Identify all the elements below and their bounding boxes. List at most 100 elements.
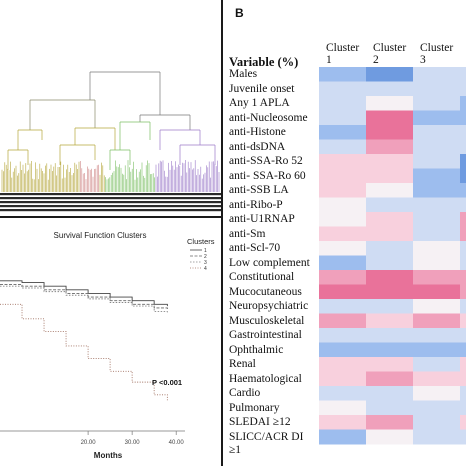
heatmap-cell <box>319 400 366 416</box>
dendrogram-leaves <box>1 160 220 192</box>
variable-label: anti-Ribo-P <box>229 198 283 211</box>
variable-label: anti-Histone <box>229 126 286 138</box>
variable-label: Renal <box>229 358 256 370</box>
heatmap-cell <box>460 255 466 271</box>
legend-entry: 3 <box>204 260 207 266</box>
panel-letter: B <box>235 6 244 20</box>
heatmap-cell <box>319 270 366 285</box>
x-tick-label: 30.00 <box>125 440 141 446</box>
variable-label: anti-U1RNAP <box>229 213 295 225</box>
heatmap <box>319 67 466 445</box>
heatmap-cell <box>319 342 366 358</box>
heatmap-cell <box>366 371 413 387</box>
heatmap-cell <box>460 67 466 82</box>
heatmap-cell <box>366 81 413 97</box>
heatmap-cell <box>413 241 460 256</box>
heatmap-cell <box>460 212 466 227</box>
variable-label: Ophthalmic <box>229 343 284 356</box>
heatmap-cell <box>366 226 413 242</box>
survival-plot: Survival Function Clusters Clusters 1234… <box>0 231 215 460</box>
heatmap-cell <box>366 357 413 372</box>
heatmap-cell <box>460 270 466 285</box>
heatmap-cell <box>460 125 466 140</box>
survival-curve-3 <box>0 285 168 314</box>
heatmap-cell <box>366 125 413 140</box>
heatmap-cell <box>319 96 366 111</box>
heatmap-cell <box>319 255 366 271</box>
heatmap-cell <box>460 81 466 97</box>
heatmap-cell <box>413 357 460 372</box>
heatmap-cell <box>366 386 413 401</box>
variable-label: Haematological <box>229 372 302 385</box>
heatmap-cell <box>413 400 460 416</box>
heatmap-cell <box>366 342 413 358</box>
heatmap-cell <box>460 400 466 416</box>
cluster-num: 1 <box>326 54 332 66</box>
variable-label: Males <box>229 68 258 80</box>
heatmap-cell <box>413 226 460 242</box>
heatmap-cell <box>413 415 460 430</box>
heatmap-cell <box>413 270 460 285</box>
heatmap-cell <box>319 328 366 343</box>
heatmap-cell <box>366 110 413 126</box>
variable-label: Musculoskeletal <box>229 314 305 327</box>
heatmap-cell <box>413 284 460 300</box>
variable-label: Mucocutaneous <box>229 285 302 298</box>
heatmap-cell <box>319 241 366 256</box>
heatmap-cell <box>460 168 466 184</box>
heatmap-cell <box>319 197 366 213</box>
heatmap-cell <box>319 284 366 300</box>
x-tick-label: 20.00 <box>81 440 97 446</box>
heatmap-cell <box>319 168 366 184</box>
heatmap-cell <box>460 342 466 358</box>
variable-header: Variable (%) <box>229 55 299 69</box>
variable-label: Constitutional <box>229 271 295 283</box>
heatmap-cell <box>460 299 466 314</box>
variable-label: SLEDAI ≥12 <box>229 416 291 428</box>
cluster-header-2: Cluster 2 <box>373 42 421 66</box>
heatmap-cell <box>460 96 466 111</box>
heatmap-cell <box>366 212 413 227</box>
right-panel-heatmap: B Cluster 1 Cluster 2 Cluster 3 Variable… <box>223 0 466 466</box>
variable-label: Cardio <box>229 387 261 399</box>
variable-label-continuation: ≥1 <box>229 444 242 456</box>
heatmap-cell <box>319 139 366 155</box>
horizontal-divider <box>0 216 222 218</box>
heatmap-cell <box>460 183 466 198</box>
heatmap-cell <box>413 386 460 401</box>
heatmap-cell <box>319 67 366 82</box>
heatmap-cell <box>413 168 460 184</box>
variable-label: Low complement <box>229 256 310 269</box>
survival-curve-2 <box>0 283 168 310</box>
heatmap-cell <box>413 342 460 358</box>
heatmap-cell <box>366 299 413 314</box>
variable-label: Juvenile onset <box>229 82 295 95</box>
dendrogram-leaf-labels <box>0 193 222 212</box>
heatmap-cell <box>319 313 366 329</box>
heatmap-cell <box>366 328 413 343</box>
heatmap-cell <box>460 313 466 329</box>
heatmap-cell <box>460 110 466 126</box>
p-value-annotation: P <0.001 <box>152 378 182 387</box>
heatmap-cell <box>460 226 466 242</box>
legend-entry: 1 <box>204 248 207 254</box>
heatmap-cell <box>319 357 366 372</box>
heatmap-cell <box>319 299 366 314</box>
legend-entry: 2 <box>204 254 207 260</box>
heatmap-cell <box>413 67 460 82</box>
heatmap-cell <box>319 371 366 387</box>
heatmap-cell <box>413 110 460 126</box>
cluster-word: Cluster <box>326 42 360 54</box>
heatmap-cell <box>413 212 460 227</box>
heatmap-cell <box>366 154 413 169</box>
heatmap-cell <box>413 81 460 97</box>
heatmap-cell <box>319 429 366 445</box>
variable-label: anti-SSB LA <box>229 184 289 196</box>
heatmap-cell <box>319 183 366 198</box>
heatmap-cell <box>413 313 460 329</box>
heatmap-cell <box>460 386 466 401</box>
heatmap-cell <box>413 96 460 111</box>
heatmap-cell <box>366 183 413 198</box>
